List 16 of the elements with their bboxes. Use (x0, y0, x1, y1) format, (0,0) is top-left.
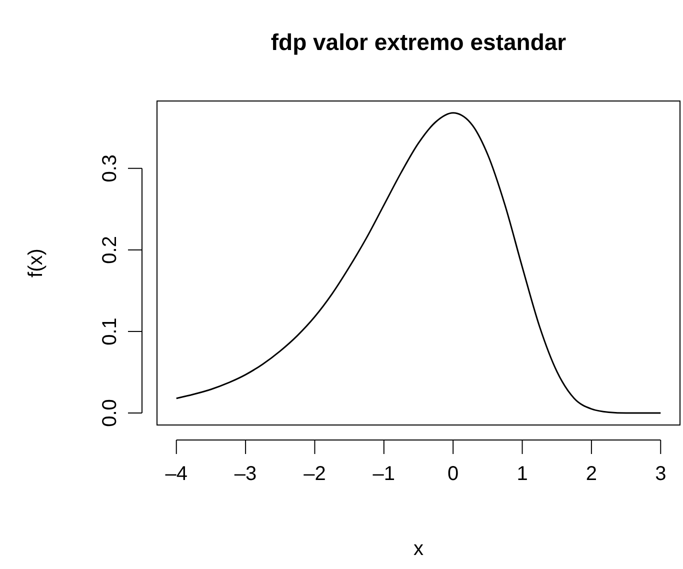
y-tick-label: 0.3 (99, 154, 121, 182)
y-tick-label: 0.0 (99, 399, 121, 427)
y-tick-label: 0.1 (99, 318, 121, 346)
line-series (176, 112, 662, 414)
x-tick-label: –1 (372, 463, 396, 485)
x-tick-label: 1 (516, 463, 528, 485)
y-tick-label: 0.2 (99, 236, 121, 264)
x-tick-label: –3 (234, 463, 257, 485)
x-tick-label: 0 (448, 463, 459, 485)
x-tick-label: 2 (586, 463, 598, 485)
x-tick-label: 3 (655, 463, 666, 485)
x-tick-label: –2 (304, 463, 326, 485)
x-tick-label: –4 (165, 463, 188, 485)
chart-title: fdp valor extremo estandar (270, 29, 566, 55)
y-axis-title: f(x) (25, 248, 47, 278)
x-axis-title: x (414, 538, 424, 560)
